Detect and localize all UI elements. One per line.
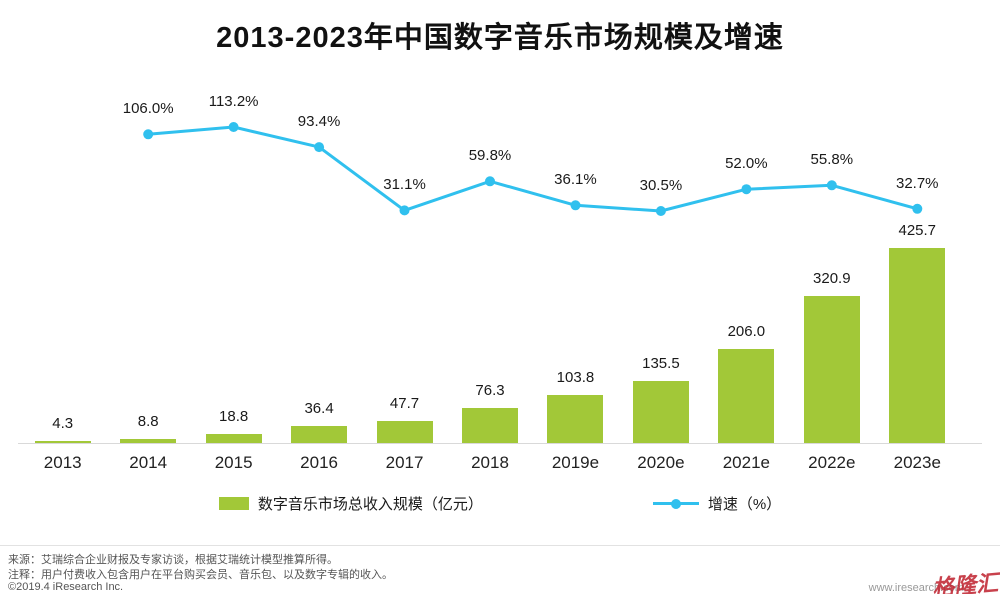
x-axis-label: 2020e (637, 453, 685, 472)
chart-title: 2013-2023年中国数字音乐市场规模及增速 (216, 22, 784, 54)
bar-legend-label: 数字音乐市场总收入规模（亿元） (257, 496, 483, 513)
bar-value-label: 425.7 (898, 222, 937, 239)
bar-legend-swatch (218, 497, 249, 510)
bar-value-label: 320.9 (813, 270, 851, 287)
legend-item-growth: 增速（%） (652, 493, 782, 514)
growth-value-label: 32.7% (895, 174, 939, 192)
growth-value-label: 93.4% (297, 113, 341, 131)
bar-value-label: 103.8 (556, 369, 595, 387)
footer-divider (0, 545, 1000, 546)
bar-2017 (376, 421, 433, 443)
copyright-text: ©2019.4 iResearch Inc. (8, 581, 124, 593)
legend: 数字音乐市场总收入规模（亿元） 增速（%） (0, 493, 1000, 514)
x-axis-label: 2015 (214, 453, 253, 472)
bar-2020e (632, 380, 689, 443)
bar-2015 (205, 434, 262, 443)
growth-value-label: 113.2% (208, 93, 259, 110)
x-axis-label: 2014 (129, 453, 168, 472)
growth-value-label: 30.5% (639, 177, 683, 195)
bar-value-label: 76.3 (475, 382, 505, 400)
bar-2021e (718, 348, 775, 443)
growth-value-label: 36.1% (554, 171, 597, 189)
bar-value-label: 206.0 (727, 322, 766, 340)
line-legend-label: 增速（%） (707, 496, 782, 513)
x-axis-label: 2018 (471, 453, 509, 472)
growth-value-label: 52.0% (725, 155, 768, 173)
x-axis-label: 2016 (300, 453, 338, 472)
x-axis-label: 2017 (385, 453, 424, 472)
bar-2013 (34, 441, 91, 443)
bar-2019e (547, 395, 604, 443)
bar-value-label: 8.8 (137, 412, 159, 430)
bar-2023e (889, 248, 946, 443)
x-axis-label: 2013 (43, 453, 82, 472)
bar-value-label: 18.8 (219, 408, 249, 426)
legend-item-revenue: 数字音乐市场总收入规模（亿元） (218, 493, 483, 514)
growth-value-label: 31.1% (383, 176, 426, 194)
x-axis-line (18, 443, 982, 444)
website-text: www.iresearch.com (868, 582, 964, 594)
x-axis-label: 2019e (551, 453, 600, 472)
bar-2014 (120, 438, 177, 443)
bar-2016 (291, 426, 348, 443)
line-legend-marker (652, 498, 699, 509)
x-axis-label: 2022e (808, 453, 856, 472)
bar-2022e (803, 296, 860, 443)
bar-value-label: 36.4 (304, 400, 334, 418)
x-axis-label: 2023e (893, 453, 941, 472)
bar-2018 (462, 408, 518, 443)
watermark-stamp: 格隆汇 (931, 570, 1000, 594)
source-note: 来源：艾瑞综合企业财报及专家访谈，根据艾瑞统计模型推算所得。 (8, 554, 338, 566)
growth-value-label: 59.8% (468, 147, 512, 165)
growth-value-label: 55.8% (810, 151, 854, 169)
bar-value-label: 135.5 (642, 354, 680, 372)
x-axis-label: 2021e (722, 453, 770, 472)
annotation-note: 注释：用户付费收入包含用户在平台购买会员、音乐包、以及数字专辑的收入。 (8, 569, 393, 581)
growth-value-label: 106.0% (122, 100, 174, 118)
bar-value-label: 4.3 (52, 415, 74, 432)
bar-value-label: 47.7 (389, 395, 420, 413)
